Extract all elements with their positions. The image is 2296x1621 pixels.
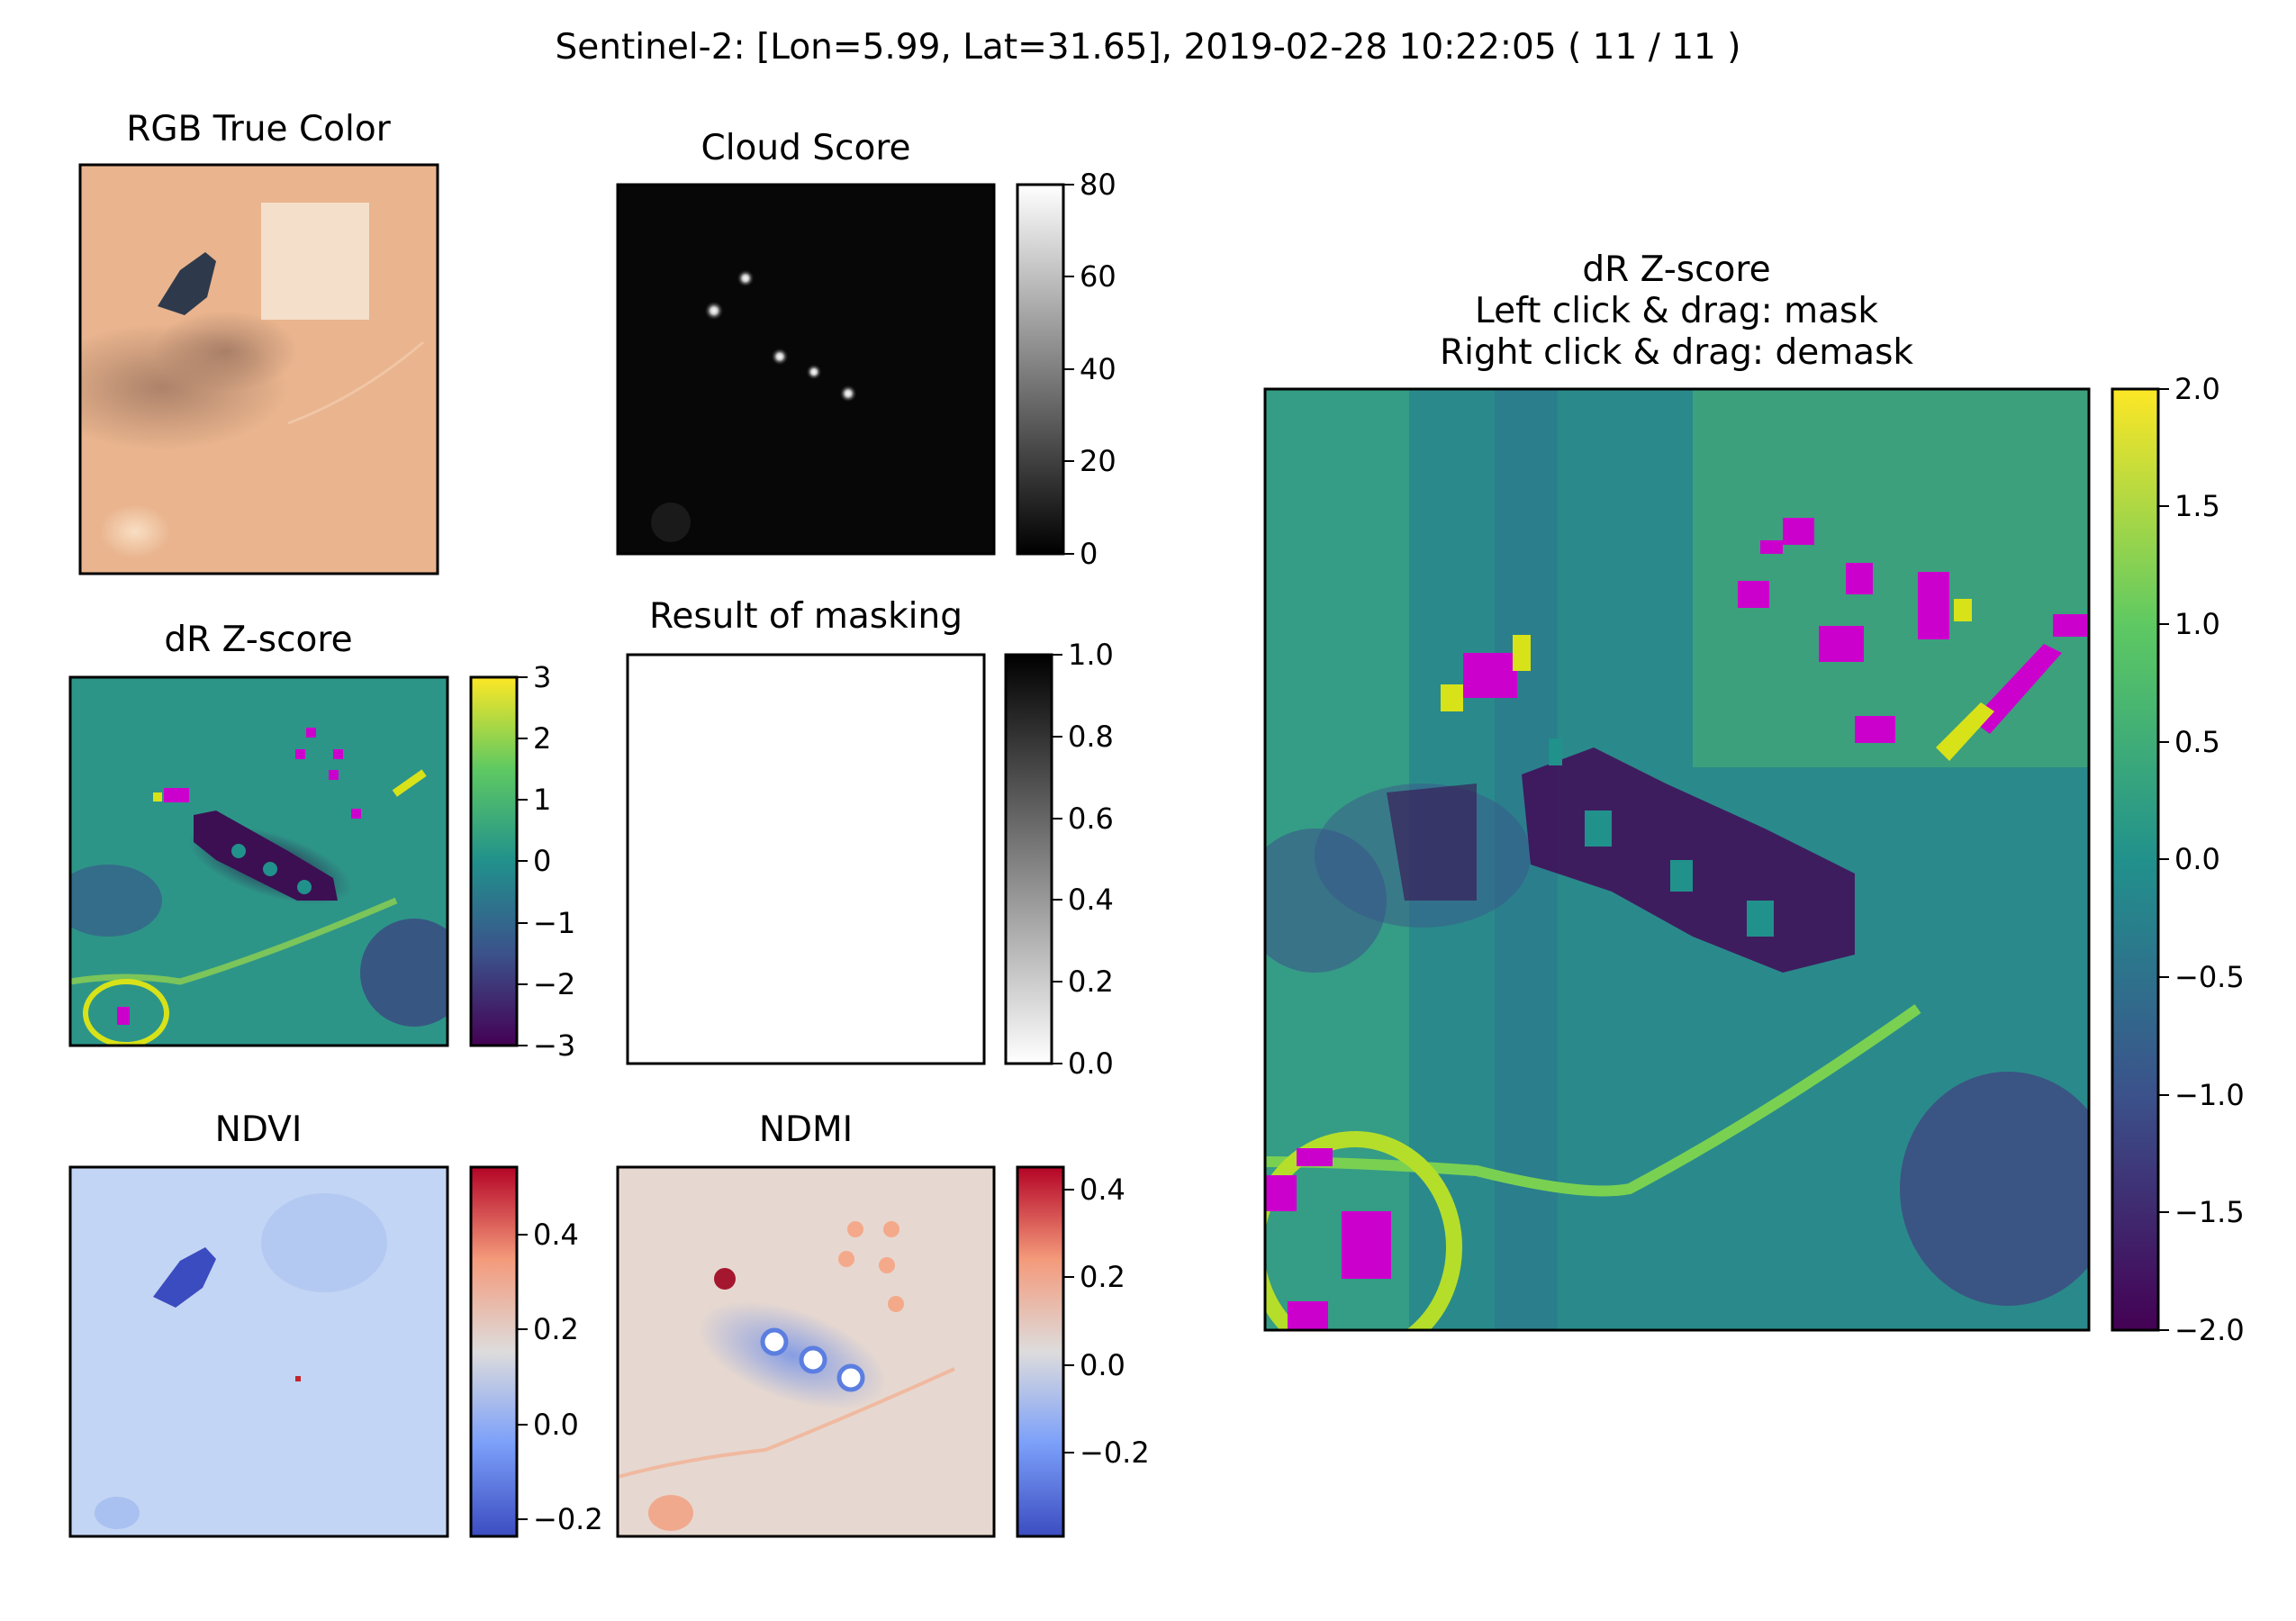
ndvi-panel: NDVI 0.4 0.2 0.0 −0.2 (68, 1109, 603, 1538)
dr-main-mask-instruction: Left click & drag: mask (1475, 291, 1878, 331)
ndmi-colorbar-tick-label: 0.0 (1080, 1348, 1125, 1382)
ndmi-colorbar-tick-label: 0.2 (1080, 1260, 1125, 1294)
cloud-colorbar[interactable]: 80 60 40 20 0 (1016, 168, 1116, 571)
ndvi-colorbar-tick-label: 0.0 (533, 1408, 579, 1442)
dr_small-colorbar-tick-label: −1 (533, 906, 575, 940)
cloud-colorbar-ticks: 80 60 40 20 0 (1063, 168, 1116, 571)
dr_main-colorbar-tick-label: −0.5 (2174, 960, 2245, 994)
figure-suptitle: Sentinel-2: [Lon=5.99, Lat=31.65], 2019-… (556, 27, 1741, 68)
dr-small-colorbar-ticks: 3 2 1 0 −1 −2 −3 (517, 660, 575, 1063)
dr_main-colorbar-tick-label: −1.0 (2174, 1078, 2245, 1112)
cloud-title: Cloud Score (701, 128, 910, 168)
ndmi-colorbar-tick-label: 0.4 (1080, 1173, 1125, 1207)
mask-colorbar-tick-label: 0.8 (1068, 720, 1114, 754)
ndvi-colorbar-tick-label: −0.2 (533, 1502, 603, 1536)
dr_main-colorbar-tick-label: 0.5 (2174, 725, 2220, 759)
ndmi-colorbar-ticks: 0.4 0.2 0.0 −0.2 (1063, 1173, 1150, 1470)
ndvi-image (70, 1167, 447, 1536)
ndmi-frame (616, 1165, 996, 1538)
rgb-title: RGB True Color (126, 109, 391, 149)
dr_main-colorbar-tick-label: −1.5 (2174, 1195, 2245, 1229)
dr-main-demask-instruction: Right click & drag: demask (1440, 332, 1913, 373)
ndmi-title: NDMI (759, 1109, 853, 1150)
dr_small-colorbar-tick-label: −3 (533, 1028, 575, 1063)
cloud-colorbar-tick-label: 40 (1080, 352, 1116, 386)
dr-main-colorbar-ticks: 2.0 1.5 1.0 0.5 0.0 −0.5 −1.0 −1.5 −2.0 (2158, 372, 2245, 1347)
ndvi-colorbar[interactable]: 0.4 0.2 0.0 −0.2 (469, 1165, 603, 1538)
dr_small-colorbar-tick-label: −2 (533, 967, 575, 1001)
ndvi-features (95, 1193, 387, 1529)
dr-small-title: dR Z-score (164, 620, 352, 660)
dr_main-colorbar-tick-label: 0.0 (2174, 842, 2220, 876)
dr_small-colorbar-tick-label: 0 (533, 844, 551, 878)
ndvi-colorbar-tick-label: 0.4 (533, 1218, 579, 1252)
dr-small-image (70, 677, 447, 1046)
rgb-image (80, 165, 438, 574)
mask-colorbar-tick-label: 0.6 (1068, 801, 1114, 836)
mask-panel: Result of masking 1.0 0.8 0.6 0.4 0.2 0.0 (626, 596, 1114, 1081)
ndvi-frame (68, 1165, 449, 1538)
cloud-hotspots (651, 269, 857, 542)
mask-image (626, 653, 986, 1065)
mask-colorbar-tick-label: 0.4 (1068, 883, 1114, 917)
cloud-colorbar-tick-label: 20 (1080, 444, 1116, 478)
dr-small-frame (68, 675, 449, 1047)
ndmi-panel: NDMI 0.4 0.2 0.0 −0.2 (616, 1109, 1150, 1538)
dr_main-colorbar-tick-label: 1.0 (2174, 607, 2220, 641)
ndvi-colorbar-tick-label: 0.2 (533, 1312, 579, 1346)
cloud-panel: Cloud Score 80 60 40 20 0 (616, 128, 1116, 571)
mask-colorbar[interactable]: 1.0 0.8 0.6 0.4 0.2 0.0 (1004, 638, 1114, 1081)
dr_main-colorbar-tick-label: 2.0 (2174, 372, 2220, 406)
dr-main-panel: dR Z-score Left click & drag: mask Right… (1243, 249, 2245, 1355)
mask-colorbar-ticks: 1.0 0.8 0.6 0.4 0.2 0.0 (1052, 638, 1114, 1081)
dr_small-colorbar-tick-label: 2 (533, 721, 551, 756)
dr_main-colorbar-tick-label: −2.0 (2174, 1313, 2245, 1347)
cloud-frame (616, 183, 996, 556)
mask-colorbar-tick-label: 0.0 (1068, 1046, 1114, 1081)
dr-main-colorbar[interactable]: 2.0 1.5 1.0 0.5 0.0 −0.5 −1.0 −1.5 −2.0 (2111, 372, 2245, 1347)
dr-small-colorbar[interactable]: 3 2 1 0 −1 −2 −3 (469, 660, 575, 1063)
dr-main-image[interactable] (1243, 389, 2116, 1355)
cloud-colorbar-tick-label: 80 (1080, 168, 1116, 202)
rgb-frame (78, 163, 439, 575)
mask-title: Result of masking (649, 596, 963, 637)
cloud-image (618, 185, 994, 554)
dr_small-colorbar-tick-label: 1 (533, 783, 551, 817)
mask-colorbar-tick-label: 1.0 (1068, 638, 1114, 672)
ndmi-colorbar-tick-label: −0.2 (1080, 1435, 1150, 1470)
mask-colorbar-tick-label: 0.2 (1068, 964, 1114, 999)
dr-main-title: dR Z-score (1582, 249, 1770, 290)
dr_small-colorbar-tick-label: 3 (533, 660, 551, 694)
dr_main-colorbar-tick-label: 1.5 (2174, 489, 2220, 523)
ndvi-title: NDVI (215, 1109, 303, 1150)
ndvi-colorbar-ticks: 0.4 0.2 0.0 −0.2 (517, 1218, 603, 1536)
ndmi-colorbar[interactable]: 0.4 0.2 0.0 −0.2 (1016, 1165, 1150, 1538)
cloud-colorbar-tick-label: 60 (1080, 259, 1116, 294)
dr-main-frame (1263, 387, 2091, 1332)
cloud-colorbar-tick-label: 0 (1080, 537, 1098, 571)
rgb-panel: RGB True Color (78, 109, 439, 575)
ndmi-features (617, 1221, 955, 1531)
